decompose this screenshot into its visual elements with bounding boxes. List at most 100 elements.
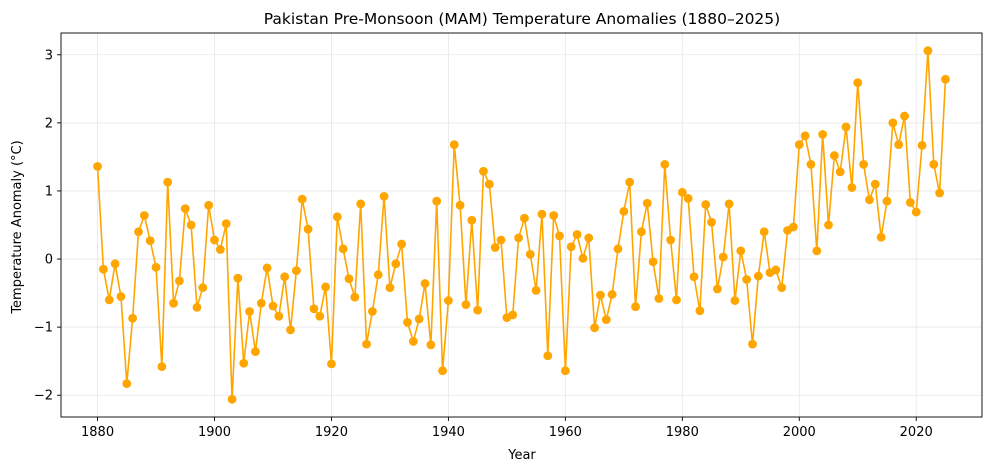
data-point bbox=[432, 196, 442, 206]
data-point bbox=[742, 275, 752, 284]
y-tick-label: −1 bbox=[34, 321, 53, 336]
x-tick-label: 1900 bbox=[198, 425, 231, 440]
data-point bbox=[215, 245, 225, 254]
data-point bbox=[186, 220, 196, 230]
data-point bbox=[297, 194, 307, 204]
data-point bbox=[122, 379, 132, 389]
data-point bbox=[309, 304, 319, 314]
data-point bbox=[835, 167, 845, 177]
data-point bbox=[853, 78, 863, 88]
data-point bbox=[771, 265, 781, 275]
data-point bbox=[660, 160, 670, 169]
data-point bbox=[157, 362, 167, 372]
data-point bbox=[356, 199, 366, 209]
data-point bbox=[344, 274, 354, 284]
data-point bbox=[596, 290, 605, 300]
data-point bbox=[560, 366, 570, 376]
data-point bbox=[262, 263, 272, 273]
data-point bbox=[607, 290, 617, 299]
x-tick-label: 1960 bbox=[549, 425, 582, 440]
data-point bbox=[145, 236, 155, 246]
data-point bbox=[455, 200, 465, 210]
data-point bbox=[373, 270, 383, 280]
data-point bbox=[590, 323, 599, 333]
data-point bbox=[923, 46, 933, 56]
data-point bbox=[420, 279, 430, 288]
data-point bbox=[882, 196, 892, 206]
data-point bbox=[625, 177, 635, 187]
data-point bbox=[520, 213, 529, 223]
data-point bbox=[286, 325, 295, 335]
data-point bbox=[636, 227, 646, 237]
data-point bbox=[367, 307, 377, 316]
data-point bbox=[666, 235, 676, 245]
data-point bbox=[894, 140, 904, 150]
data-point bbox=[941, 74, 950, 84]
data-point bbox=[707, 217, 716, 227]
data-point bbox=[227, 394, 237, 404]
x-tick-label: 1940 bbox=[432, 425, 465, 440]
data-point bbox=[467, 215, 477, 225]
y-tick-label: 3 bbox=[45, 48, 53, 63]
data-point bbox=[549, 211, 559, 220]
grid bbox=[61, 33, 982, 417]
data-point bbox=[935, 188, 945, 198]
data-point bbox=[531, 285, 541, 295]
data-point bbox=[841, 122, 851, 132]
data-point bbox=[239, 358, 249, 368]
data-point bbox=[824, 220, 833, 230]
data-point bbox=[397, 239, 407, 249]
data-point bbox=[800, 131, 810, 141]
x-tick-label: 1920 bbox=[315, 425, 348, 440]
data-point bbox=[613, 244, 623, 254]
data-point bbox=[490, 243, 500, 252]
data-point bbox=[110, 259, 120, 269]
data-point bbox=[543, 351, 553, 361]
data-point bbox=[648, 257, 658, 267]
x-tick-label: 2000 bbox=[783, 425, 816, 440]
data-point bbox=[251, 347, 260, 357]
data-point bbox=[385, 283, 395, 293]
data-point bbox=[578, 253, 588, 263]
data-point bbox=[572, 230, 582, 239]
data-point bbox=[280, 272, 290, 282]
data-point bbox=[408, 337, 418, 346]
data-point bbox=[730, 296, 740, 305]
data-point bbox=[566, 242, 576, 252]
data-point bbox=[151, 262, 161, 272]
data-point bbox=[210, 235, 219, 245]
data-point bbox=[139, 211, 149, 220]
data-point bbox=[537, 209, 547, 219]
plot-frame bbox=[60, 32, 983, 418]
data-point bbox=[256, 298, 266, 308]
data-point bbox=[654, 294, 664, 303]
data-point bbox=[829, 151, 839, 160]
data-point bbox=[444, 296, 453, 305]
chart-title: Pakistan Pre-Monsoon (MAM) Temperature A… bbox=[264, 10, 780, 28]
data-point bbox=[929, 160, 939, 169]
data-point bbox=[672, 295, 681, 305]
data-point bbox=[379, 192, 389, 201]
data-point bbox=[631, 302, 640, 312]
data-point bbox=[724, 199, 734, 209]
data-point bbox=[221, 219, 231, 229]
data-point bbox=[701, 200, 711, 209]
data-point bbox=[414, 314, 424, 324]
data-point bbox=[812, 246, 822, 256]
data-point bbox=[865, 195, 874, 205]
y-axis-label: Temperature Anomaly (°C) bbox=[10, 140, 25, 314]
data-point bbox=[859, 160, 868, 169]
data-point bbox=[163, 177, 173, 187]
data-point bbox=[601, 315, 611, 325]
data-point bbox=[426, 340, 436, 350]
data-point bbox=[555, 231, 564, 241]
data-point bbox=[175, 276, 184, 286]
data-point bbox=[362, 339, 371, 349]
data-point bbox=[847, 183, 857, 192]
data-point bbox=[736, 246, 746, 256]
data-point bbox=[461, 300, 471, 310]
data-point bbox=[806, 160, 816, 169]
tick-layer: 1880 1900 1920 1940 1960 1980 2000 2020 −2 −1 0 1 2 3 bbox=[34, 48, 933, 440]
